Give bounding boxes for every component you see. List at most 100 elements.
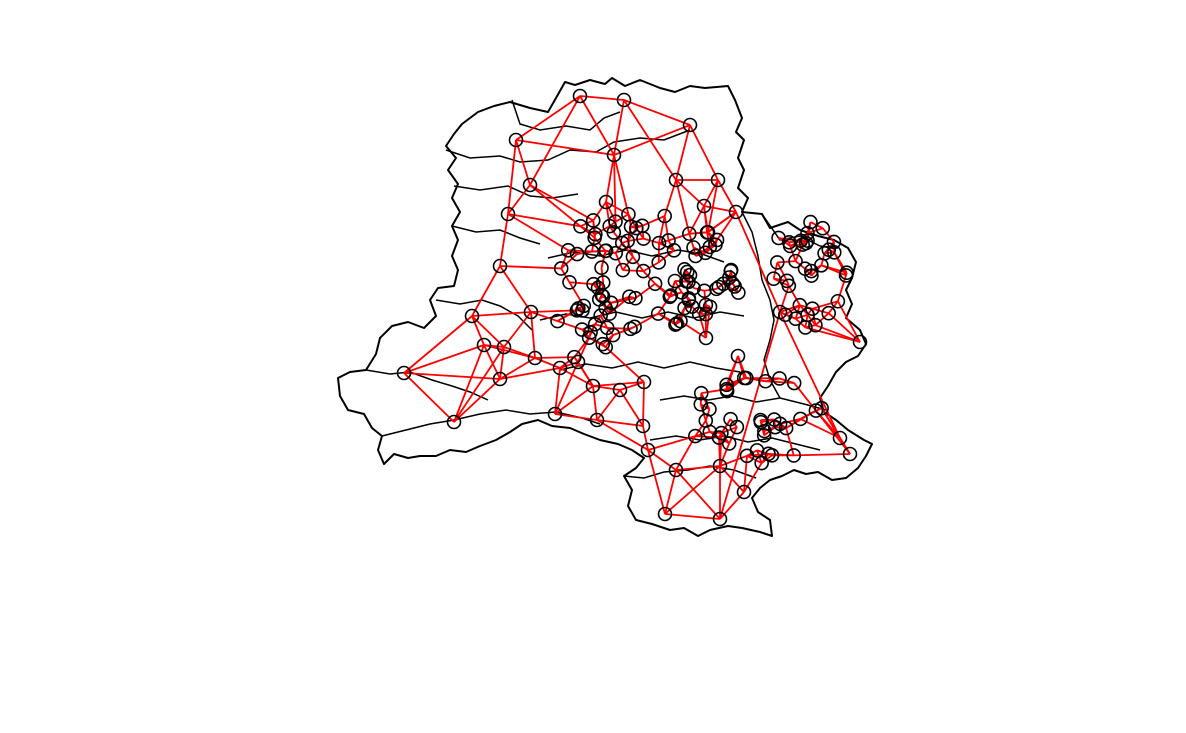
neighbour-edge xyxy=(471,315,485,346)
neighbour-edge xyxy=(779,311,841,439)
centroid-marker xyxy=(575,303,590,318)
centroid-marker xyxy=(725,276,741,292)
neighbour-edge xyxy=(828,300,839,314)
centroid-marker xyxy=(821,305,837,321)
centroid-marker xyxy=(711,279,727,295)
centroid-marker xyxy=(803,214,818,230)
neighbour-edge xyxy=(721,426,738,434)
neighbour-edge xyxy=(403,315,473,374)
centroid-marker xyxy=(679,264,695,280)
neighbour-edge xyxy=(577,337,590,363)
centroid-marker xyxy=(714,425,729,441)
neighbour-edge xyxy=(821,264,847,274)
centroid-marker xyxy=(569,303,585,318)
centroid-marker xyxy=(677,300,692,316)
neighbour-edge xyxy=(675,179,691,234)
neighbour-edge xyxy=(703,179,719,207)
neighbour-edge xyxy=(680,291,690,301)
centroid-marker xyxy=(753,412,768,428)
neighbour-edge xyxy=(598,295,604,301)
neighbour-edge xyxy=(613,154,630,215)
centroid-marker xyxy=(636,374,652,390)
centroid-marker xyxy=(615,262,631,278)
neighbour-edge xyxy=(642,425,649,451)
centroid-marker xyxy=(756,428,772,443)
centroid-marker xyxy=(814,257,829,273)
neighbour-edge xyxy=(621,242,634,258)
centroid-marker xyxy=(739,448,755,464)
centroid-marker xyxy=(688,428,703,444)
centroid-marker xyxy=(657,208,672,224)
neighbour-edge xyxy=(503,311,532,348)
centroid-marker xyxy=(698,306,714,322)
region-centroids xyxy=(396,88,868,527)
region-boundaries xyxy=(337,77,873,537)
centroid-marker xyxy=(669,316,685,331)
centroid-marker xyxy=(586,276,601,292)
neighbour-edge xyxy=(499,265,562,270)
neighbour-edge xyxy=(530,311,536,359)
centroid-marker xyxy=(569,246,585,262)
centroid-marker xyxy=(552,360,568,376)
neighbour-edge xyxy=(786,280,790,287)
centroid-marker xyxy=(729,419,745,435)
centroid-marker xyxy=(668,462,684,478)
neighbour-edge xyxy=(507,139,517,215)
centroid-marker xyxy=(590,280,606,296)
centroid-marker xyxy=(446,414,462,430)
centroid-marker xyxy=(476,337,492,353)
neighbour-edge xyxy=(530,311,558,322)
centroid-marker xyxy=(651,235,667,251)
neighbour-edge xyxy=(530,309,577,313)
centroid-marker xyxy=(719,381,734,397)
neighbour-edge xyxy=(679,320,707,339)
neighbour-edge xyxy=(642,270,656,285)
neighbour-edge xyxy=(453,378,501,423)
neighbour-edge xyxy=(613,124,691,156)
neighbour-edge xyxy=(499,213,509,267)
centroid-marker xyxy=(550,313,565,329)
neighbour-edge xyxy=(669,280,676,296)
centroid-marker xyxy=(598,194,614,210)
neighbour-edge xyxy=(807,227,824,235)
neighbour-edge xyxy=(596,389,621,421)
district-boundary-north xyxy=(445,99,691,163)
neighbour-edge xyxy=(793,453,851,457)
neighbour-edge xyxy=(607,326,631,330)
centroid-marker xyxy=(616,92,632,108)
neighbour-edge xyxy=(812,300,839,310)
centroid-marker xyxy=(396,365,412,381)
centroid-marker xyxy=(782,238,798,254)
neighbour-edge xyxy=(619,381,645,391)
neighbour-edge xyxy=(703,205,708,233)
centroid-marker xyxy=(682,226,697,242)
centroid-marker xyxy=(698,330,714,346)
neighbour-edge xyxy=(728,426,738,444)
centroid-marker xyxy=(647,276,663,292)
centroid-marker xyxy=(693,396,709,412)
centroid-marker xyxy=(800,225,815,241)
neighbour-edge xyxy=(695,246,711,257)
centroid-marker xyxy=(500,206,516,222)
neighbour-edge xyxy=(694,420,707,437)
neighbour-edge xyxy=(743,462,763,493)
centroid-marker xyxy=(636,263,651,279)
neighbour-edge xyxy=(642,261,660,272)
neighbour-edge xyxy=(621,240,628,244)
centroid-marker xyxy=(585,213,601,228)
centroid-marker xyxy=(585,378,601,394)
centroid-marker xyxy=(698,245,713,261)
centroid-marker xyxy=(673,313,688,329)
neighbour-edge xyxy=(735,211,781,313)
neighbour-edge xyxy=(581,328,590,339)
neighbour-edge xyxy=(515,139,615,156)
neighbour-edge xyxy=(689,124,719,181)
neighbour-edge xyxy=(700,392,711,410)
neighbour-edge xyxy=(691,305,700,315)
centroid-marker xyxy=(798,235,814,251)
neighbour-edge xyxy=(592,385,621,391)
centroid-marker xyxy=(792,297,808,313)
neighbour-edge xyxy=(612,327,631,336)
neighbour-edge xyxy=(664,469,677,515)
